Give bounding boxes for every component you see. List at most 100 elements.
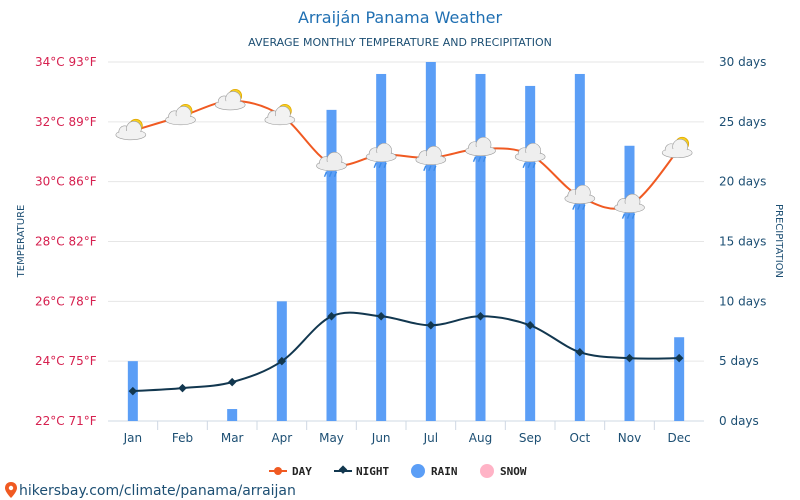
rain-bar — [326, 109, 337, 421]
cloud-part — [317, 161, 346, 170]
cloud-part — [416, 155, 445, 164]
rain-drop — [333, 171, 338, 177]
month-label: Mar — [221, 431, 244, 445]
rain-drop — [433, 165, 437, 171]
partly-sunny-icon — [115, 118, 147, 141]
night-point — [327, 312, 336, 321]
partly-sunny-icon — [661, 136, 693, 159]
night-point — [575, 347, 585, 357]
month-label: May — [319, 431, 344, 445]
night-point — [674, 353, 684, 363]
rain-bar — [624, 145, 635, 421]
night-point — [426, 321, 436, 330]
temperature-tick-label: 28°C 82°F — [35, 235, 97, 249]
cloud-part — [663, 148, 692, 157]
rain-bar — [475, 73, 486, 421]
temperature-tick-label: 22°C 71°F — [35, 414, 97, 428]
cloud-rain-icon — [465, 136, 496, 163]
day-temperature-line — [132, 99, 680, 210]
precipitation-tick-label: 20 days — [719, 175, 766, 189]
rain-drop — [383, 162, 387, 169]
day-line-path — [132, 99, 680, 210]
legend-item-snow[interactable]: SNOW — [480, 464, 527, 478]
cloud-part — [565, 194, 594, 203]
cloud-part — [265, 115, 294, 124]
cloud-rain-icon — [316, 151, 347, 177]
cloud-part — [615, 203, 644, 212]
precipitation-tick-label: 5 days — [719, 354, 759, 368]
gridlines — [108, 61, 704, 430]
rain-drop — [577, 204, 581, 210]
precipitation-axis-ticks: 0 days 5 days 10 days 15 days 20 days 25 days… — [719, 55, 766, 428]
rain-drop — [378, 162, 382, 169]
rain-drop — [328, 171, 333, 177]
temperature-axis-ticks: 22°C 71°F 24°C 75°F 26°C 78°F 28°C 82°F 30°C… — [35, 55, 97, 428]
rain-bar — [227, 409, 238, 421]
night-point — [376, 312, 386, 321]
rain-drop — [323, 171, 328, 177]
month-label: Apr — [271, 431, 292, 445]
temperature-tick-label: 26°C 78°F — [35, 294, 97, 308]
rain-drop — [472, 156, 477, 163]
night-point — [178, 383, 187, 393]
cloud-part — [466, 146, 495, 155]
month-label: Jan — [123, 431, 143, 445]
rain-drop — [572, 204, 576, 210]
precipitation-tick-label: 30 days — [719, 55, 766, 69]
cloud-rain-icon — [614, 193, 645, 219]
chart-subtitle: AVERAGE MONTHLY TEMPERATURE AND PRECIPIT… — [248, 36, 552, 49]
cloud-rain-icon — [365, 142, 397, 169]
precipitation-tick-label: 10 days — [719, 294, 766, 308]
temperature-tick-label: 24°C 75°F — [35, 354, 97, 368]
precipitation-axis-title: PRECIPITATION — [773, 204, 784, 278]
rain-bar — [425, 62, 436, 421]
night-line-path — [132, 311, 680, 393]
night-point — [227, 377, 237, 387]
rain-drop — [482, 156, 487, 163]
month-axis-ticks: Jan Feb Mar Apr May Jun Jul Aug Sep Oct Nov Dec — [123, 431, 691, 445]
cloud-part — [166, 115, 195, 124]
rain-bar — [525, 85, 536, 421]
rain-drop — [522, 162, 526, 169]
night-temperature-line — [128, 311, 684, 396]
legend-item-night[interactable]: NIGHT — [334, 465, 389, 478]
rain-drop — [373, 162, 377, 169]
rain-drop — [621, 213, 626, 219]
legend-label-day: DAY — [292, 465, 312, 478]
precipitation-tick-label: 25 days — [719, 115, 766, 129]
month-label: Aug — [469, 431, 492, 445]
month-label: Oct — [569, 431, 590, 445]
legend-item-rain[interactable]: RAIN — [411, 464, 458, 478]
source-link[interactable]: hikersbay.com/climate/panama/arraijan — [5, 482, 296, 499]
cloud-rain-icon — [415, 145, 447, 171]
night-point — [525, 321, 535, 330]
rain-drop — [423, 165, 427, 171]
month-label: Sep — [519, 431, 542, 445]
cloud-part — [216, 100, 245, 109]
month-label: Jun — [371, 431, 391, 445]
month-label: Nov — [618, 431, 641, 445]
night-point — [128, 386, 138, 396]
month-label: Feb — [172, 431, 193, 445]
chart-title: Arraiján Panama Weather — [298, 8, 502, 27]
cloud-part — [116, 130, 145, 139]
month-label: Dec — [668, 431, 691, 445]
legend-item-day[interactable]: DAY — [269, 465, 312, 478]
precipitation-tick-label: 0 days — [719, 414, 759, 428]
temperature-tick-label: 32°C 89°F — [35, 115, 97, 129]
night-point — [476, 312, 485, 321]
partly-sunny-icon — [165, 103, 196, 126]
rain-bar — [674, 337, 685, 421]
partly-sunny-icon — [264, 103, 296, 126]
rain-bar — [574, 73, 585, 421]
rain-drop — [428, 165, 432, 171]
temperature-tick-label: 34°C 93°F — [35, 55, 97, 69]
rain-bar — [376, 73, 387, 421]
partly-sunny-icon — [214, 88, 246, 111]
location-pin-icon — [5, 482, 17, 498]
source-link-text[interactable]: hikersbay.com/climate/panama/arraijan — [19, 483, 296, 499]
rain-drop — [582, 204, 586, 210]
cloud-rain-icon — [564, 184, 596, 210]
rain-drop — [527, 162, 531, 169]
